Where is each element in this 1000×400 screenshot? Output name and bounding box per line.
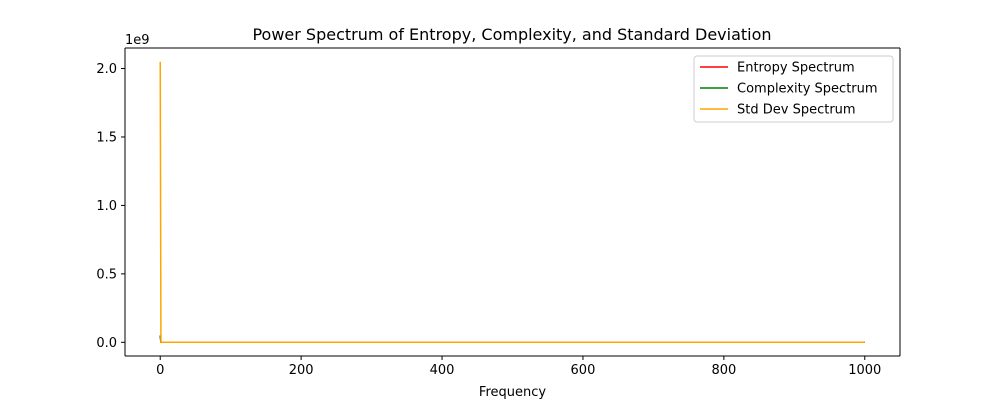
x-tick-label: 200 (289, 363, 314, 378)
y-tick-label: 1.5 (96, 130, 117, 145)
chart-title: Power Spectrum of Entropy, Complexity, a… (252, 25, 771, 44)
series-line-3 (159, 61, 865, 344)
y-tick-label: 1.0 (96, 199, 117, 214)
x-tick-label: 800 (711, 363, 736, 378)
x-tick-label: 1000 (848, 363, 881, 378)
series-layer (159, 61, 865, 344)
x-tick-label: 600 (571, 363, 596, 378)
x-tick-label: 0 (156, 363, 164, 378)
y-offset-label: 1e9 (125, 33, 150, 48)
x-axis-label: Frequency (479, 385, 546, 400)
legend-box (693, 55, 894, 123)
y-tick-label: 0.5 (96, 267, 117, 282)
axes-layer: 0 200 400 600 800 1000 0.0 0.5 1.0 1.5 2.0 1e9 Frequ… (96, 33, 901, 400)
y-tick-label: 0.0 (96, 336, 117, 351)
legend-label-2: Complexity Spectrum (737, 82, 878, 97)
legend-label-1: Entropy Spectrum (737, 61, 855, 76)
legend: Entropy Spectrum Complexity Spectrum Std D… (693, 55, 894, 123)
legend-label-3: Std Dev Spectrum (737, 103, 856, 118)
x-tick-label: 400 (430, 363, 455, 378)
y-tick-label: 2.0 (96, 62, 117, 77)
